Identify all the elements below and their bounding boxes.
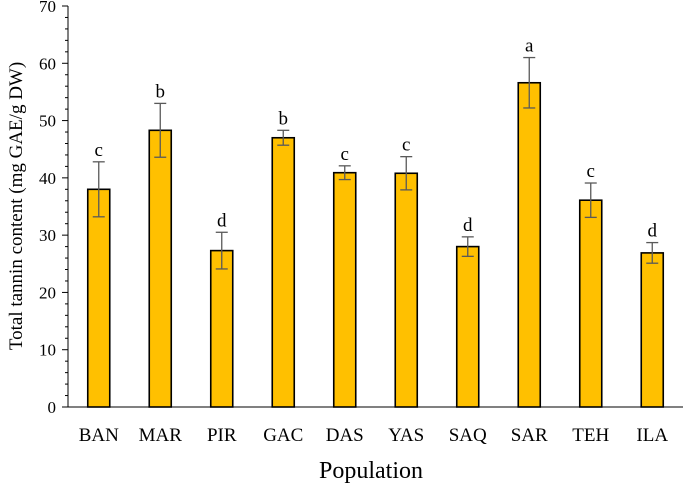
- y-tick-label: 70: [39, 0, 56, 16]
- y-tick-label: 40: [39, 169, 56, 188]
- x-axis-label: Population: [319, 458, 423, 484]
- bar-teh: [578, 199, 603, 408]
- x-tick-label: GAC: [263, 425, 303, 446]
- y-tick-label: 0: [48, 398, 57, 417]
- x-tick-label: TEH: [572, 425, 609, 446]
- x-tick-label: YAS: [388, 425, 424, 446]
- significance-letter: c: [402, 135, 410, 156]
- significance-letter: c: [587, 161, 595, 182]
- y-tick-label: 30: [39, 226, 56, 245]
- bar-mar: [148, 129, 173, 408]
- y-tick-label: 10: [39, 341, 56, 360]
- x-tick-label: SAQ: [449, 425, 487, 446]
- x-axis: BAN MAR PIR GAC DAS YAS SAQ SAR TEH ILA: [68, 406, 683, 446]
- bar-ila: [640, 252, 665, 408]
- error-bars: [92, 56, 659, 270]
- significance-letter: c: [95, 140, 103, 161]
- x-tick-label: SAR: [511, 425, 548, 446]
- significance-letter: d: [463, 215, 473, 236]
- x-tick-label: BAN: [79, 425, 119, 446]
- bar-gac: [271, 136, 296, 408]
- bar-ban: [86, 188, 111, 408]
- bar-das: [332, 171, 357, 408]
- y-tick-label: 20: [39, 283, 56, 302]
- bars: [86, 81, 665, 408]
- x-tick-label: ILA: [636, 425, 668, 446]
- y-axis: 0 10 20 30 40 50 60 70: [39, 0, 69, 417]
- y-axis-label: Total tannin content (mg GAE/g DW): [6, 62, 27, 350]
- significance-letters: c b d b c c d a c d: [95, 36, 658, 242]
- y-tick-label: 60: [39, 54, 56, 73]
- significance-letter: a: [525, 36, 534, 57]
- bar-yas: [394, 172, 419, 408]
- significance-letter: d: [648, 221, 658, 242]
- significance-letter: d: [217, 210, 227, 231]
- significance-letter: c: [341, 144, 349, 165]
- bar-saq: [455, 245, 480, 408]
- significance-letter: b: [156, 81, 166, 102]
- x-tick-label: PIR: [207, 425, 237, 446]
- bar-sar: [517, 81, 542, 408]
- x-tick-label: MAR: [139, 425, 183, 446]
- significance-letter: b: [279, 108, 289, 129]
- bar-pir: [209, 249, 234, 408]
- x-tick-label: DAS: [326, 425, 364, 446]
- y-tick-label: 50: [39, 112, 56, 131]
